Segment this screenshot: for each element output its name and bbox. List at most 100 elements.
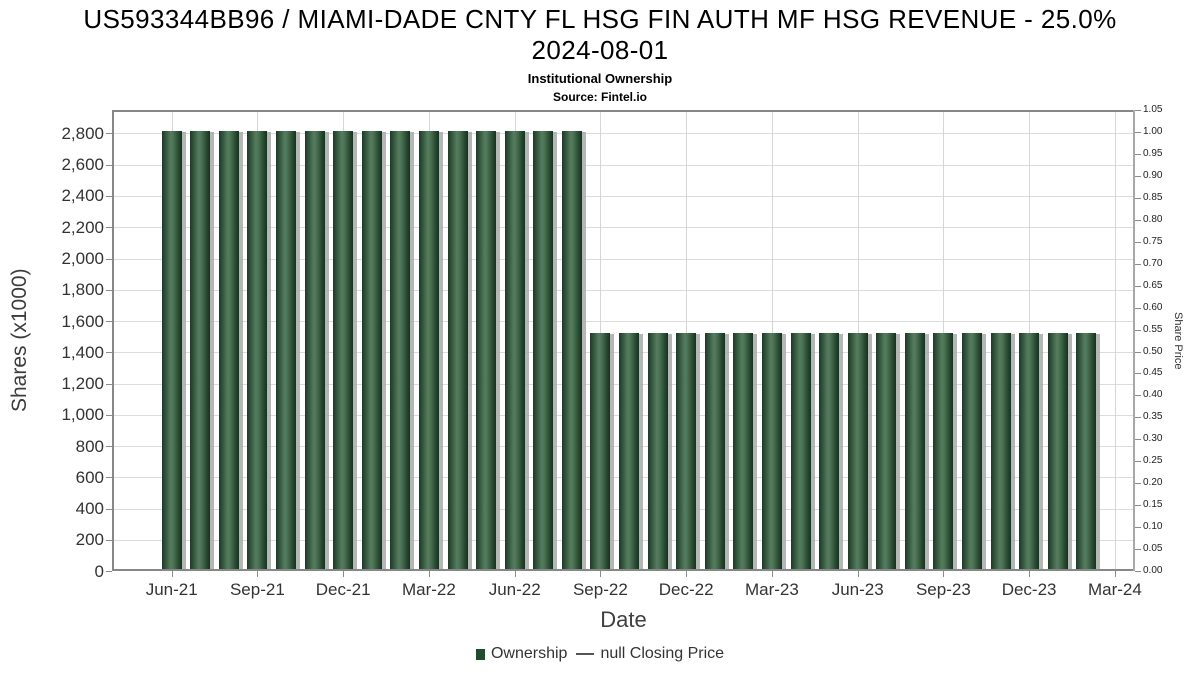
x-axis-title-date: Date (600, 607, 647, 632)
bar-shadow (1096, 333, 1101, 570)
x-axis-tick (686, 571, 688, 577)
x-axis-tick (514, 571, 516, 577)
y-tick-label-left: 1,400 (61, 342, 104, 362)
y-axis-tick-left (106, 414, 112, 416)
ownership-bar[interactable] (990, 332, 1015, 570)
ownership-bar[interactable] (533, 130, 558, 570)
y-tick-label-right: 0.45 (1143, 367, 1163, 379)
ownership-bar[interactable] (619, 332, 643, 570)
plot-border-bottom (112, 569, 1135, 571)
ownership-bar[interactable] (390, 130, 415, 570)
bar-shadow (267, 131, 272, 570)
h-gridline (114, 164, 1133, 166)
bar-shadow (324, 131, 329, 570)
ownership-bar[interactable] (190, 130, 215, 570)
bar-shadow (381, 131, 386, 570)
ownership-bar[interactable] (476, 130, 501, 570)
y-axis-tick-left (106, 133, 112, 135)
ownership-bar[interactable] (561, 130, 586, 570)
ownership-bar[interactable] (733, 332, 758, 570)
h-gridline (114, 133, 1133, 135)
bar-shadow (724, 333, 729, 570)
legend-label: null Closing Price (600, 645, 725, 662)
ownership-bar[interactable] (790, 332, 815, 570)
chart-subtitle: Institutional Ownership (527, 71, 673, 86)
y-tick-label-right: 1.00 (1143, 126, 1163, 137)
ownership-bar[interactable] (1047, 332, 1072, 570)
y-tick-label-left: 1,200 (61, 374, 104, 393)
chart-source-credit: Source: Fintel.io (552, 90, 647, 104)
y-axis-tick-right (1135, 439, 1141, 441)
h-gridline (114, 227, 1133, 229)
bar-shadow (524, 131, 529, 570)
y-tick-label-left: 1,000 (61, 405, 104, 425)
ownership-bar[interactable] (904, 332, 929, 570)
ownership-bar[interactable] (847, 332, 872, 570)
ownership-bar[interactable] (504, 130, 529, 570)
bar-shadow (667, 333, 672, 570)
ownership-bar[interactable] (1076, 332, 1101, 570)
y-tick-label-left: 1,800 (61, 280, 104, 300)
legend-item-ownership[interactable]: Ownership (475, 645, 567, 663)
y-axis-tick-right (1135, 483, 1141, 485)
x-tick-label: Jun-21 (145, 580, 198, 599)
y-tick-label-right: 0.75 (1143, 235, 1163, 247)
y-axis-tick-right (1135, 307, 1141, 309)
ownership-bar[interactable] (304, 130, 329, 570)
ownership-bar[interactable] (761, 332, 786, 570)
y-axis-tick-right (1135, 527, 1141, 529)
y-axis-tick-left (106, 289, 112, 291)
ownership-bar[interactable] (247, 130, 272, 570)
y-tick-label-right: 0.95 (1143, 147, 1163, 159)
y-tick-label-left: 0 (94, 561, 104, 581)
ownership-bar[interactable] (218, 130, 243, 570)
ownership-bar[interactable] (962, 332, 986, 570)
chart-title-line1: US593344BB96 / MIAMI-DADE CNTY FL HSG FI… (83, 4, 1117, 34)
x-axis-tick (857, 571, 859, 577)
bar-shadow (896, 333, 901, 570)
y-axis-tick-left (106, 571, 112, 572)
h-gridline (114, 289, 1133, 291)
ownership-bar[interactable] (276, 130, 300, 570)
bar-shadow (839, 333, 844, 570)
ownership-bar[interactable] (333, 130, 358, 570)
legend-line-marker (576, 653, 595, 655)
bar-shadow (753, 333, 758, 570)
x-tick-label: Sep-23 (915, 580, 971, 599)
plot-border-top (112, 110, 1135, 112)
ownership-bar[interactable] (819, 332, 844, 570)
ownership-bar[interactable] (161, 130, 186, 570)
x-axis-tick (600, 571, 602, 577)
ownership-bar[interactable] (676, 332, 701, 570)
ownership-bar[interactable] (1019, 332, 1044, 570)
y-axis-tick-left (106, 258, 112, 260)
bar-shadow (438, 131, 443, 570)
x-axis-tick (1114, 571, 1116, 577)
bar-shadow (210, 131, 215, 570)
x-tick-label: Dec-23 (1001, 580, 1057, 599)
bar-shadow (781, 333, 786, 570)
bar-shadow (238, 131, 243, 570)
x-tick-label: Mar-23 (744, 580, 799, 599)
ownership-bar[interactable] (418, 130, 443, 570)
ownership-bar[interactable] (933, 332, 958, 570)
bar-shadow (610, 333, 615, 570)
y-axis-tick-right (1135, 461, 1141, 463)
y-axis-tick-right (1135, 175, 1141, 177)
ownership-bar[interactable] (876, 332, 901, 570)
ownership-bar[interactable] (704, 332, 729, 570)
bar-shadow (1010, 333, 1015, 570)
ownership-bar[interactable] (361, 130, 386, 570)
y-axis-tick-left (106, 477, 112, 479)
legend-item-null-closing-price[interactable]: null Closing Price (576, 645, 724, 663)
ownership-bar[interactable] (447, 130, 472, 570)
ownership-bar[interactable] (647, 332, 672, 570)
y-tick-label-right: 0.70 (1143, 257, 1163, 269)
y-tick-label-left: 2,600 (61, 155, 104, 175)
y-axis-tick-right (1135, 505, 1141, 507)
y-axis-tick-left (106, 227, 112, 229)
y-tick-label-right: 0.20 (1143, 477, 1163, 489)
bar-shadow (696, 333, 701, 570)
ownership-bar[interactable] (590, 332, 615, 570)
